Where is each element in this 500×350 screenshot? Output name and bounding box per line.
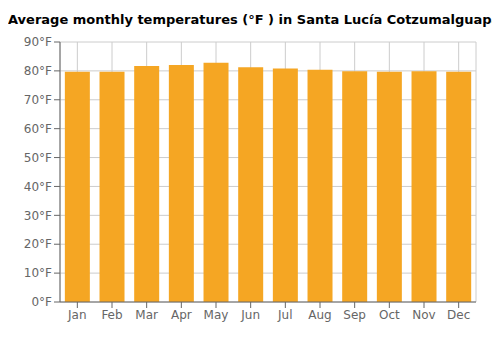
svg-text:Aug: Aug xyxy=(308,308,331,322)
svg-text:0°F: 0°F xyxy=(31,295,52,309)
svg-text:80°F: 80°F xyxy=(24,64,52,78)
svg-text:Dec: Dec xyxy=(447,308,470,322)
svg-text:Oct: Oct xyxy=(379,308,400,322)
svg-text:90°F: 90°F xyxy=(24,35,52,49)
svg-text:70°F: 70°F xyxy=(24,93,52,107)
svg-text:Feb: Feb xyxy=(101,308,122,322)
svg-text:10°F: 10°F xyxy=(24,266,52,280)
svg-text:60°F: 60°F xyxy=(24,122,52,136)
svg-text:Jan: Jan xyxy=(67,308,87,322)
svg-text:Mar: Mar xyxy=(135,308,158,322)
svg-text:Nov: Nov xyxy=(412,308,435,322)
svg-text:Sep: Sep xyxy=(343,308,366,322)
svg-text:30°F: 30°F xyxy=(24,209,52,223)
svg-text:May: May xyxy=(204,308,229,322)
svg-text:40°F: 40°F xyxy=(24,180,52,194)
svg-text:20°F: 20°F xyxy=(24,237,52,251)
svg-text:50°F: 50°F xyxy=(24,151,52,165)
svg-text:Apr: Apr xyxy=(171,308,192,322)
svg-text:Jul: Jul xyxy=(277,308,292,322)
svg-text:Jun: Jun xyxy=(240,308,260,322)
